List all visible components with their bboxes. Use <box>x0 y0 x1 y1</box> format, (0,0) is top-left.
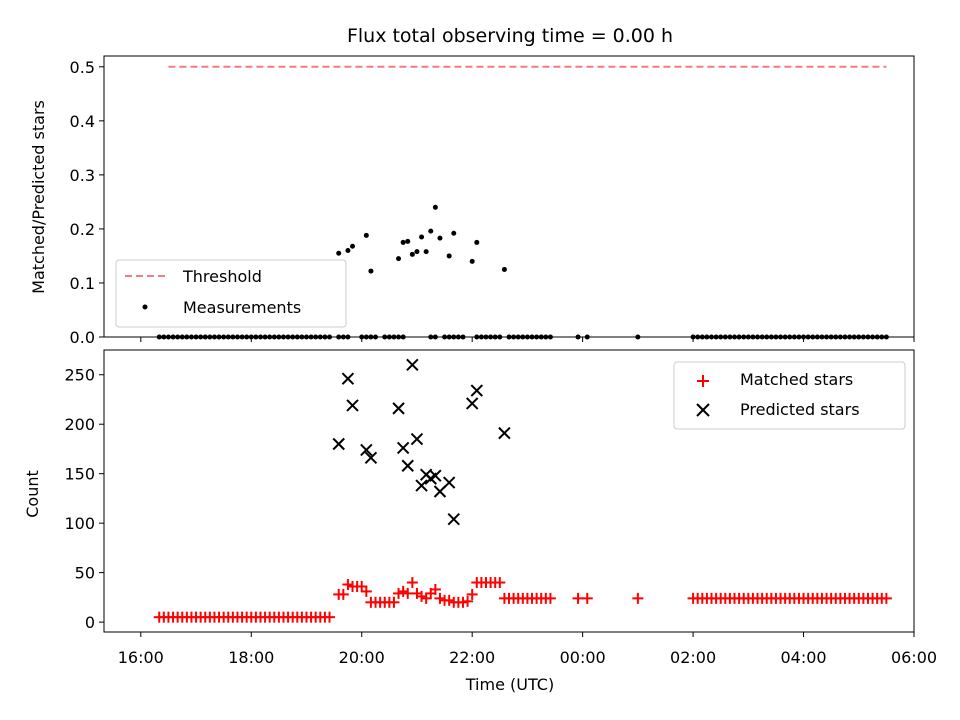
predicted-star-point <box>364 451 378 465</box>
x-tick-label: 06:00 <box>891 648 937 667</box>
top-legend: Threshold Measurements <box>115 259 347 328</box>
x-tick-label: 22:00 <box>449 648 495 667</box>
measurement-point <box>396 256 402 262</box>
matched-star-point <box>632 592 644 604</box>
measurement-point <box>428 228 434 234</box>
bottom-ytick-label: 0 <box>85 613 95 632</box>
legend-matched-label: Matched stars <box>740 370 853 389</box>
legend-predicted-label: Predicted stars <box>740 400 860 419</box>
legend-matched-marker <box>697 375 709 387</box>
predicted-star-point <box>346 399 359 412</box>
matched-star-point <box>402 587 414 599</box>
matched-star-point <box>466 588 478 600</box>
measurement-point <box>501 266 507 272</box>
bottom-legend: Matched stars Predicted stars <box>673 361 906 430</box>
matched-star-point <box>360 585 372 597</box>
x-tick-label: 18:00 <box>228 648 274 667</box>
chart-title: Flux total observing time = 0.00 h <box>347 25 673 47</box>
measurement-point <box>368 268 374 274</box>
matched-star-point <box>337 588 349 600</box>
top-y-axis-label: Matched/Predicted stars <box>29 100 48 294</box>
bottom-plot-frame <box>103 349 915 633</box>
measurement-point <box>451 230 457 236</box>
predicted-star-point <box>442 476 456 489</box>
predicted-star-point <box>498 426 511 440</box>
matched-star-point <box>324 611 336 623</box>
legend-measurements-marker <box>142 304 148 310</box>
predicted-star-point <box>392 402 405 415</box>
bottom-ytick-label: 100 <box>64 514 95 533</box>
measurement-point <box>409 251 415 257</box>
x-axis-label: Time (UTC) <box>465 675 554 694</box>
measurement-point <box>474 239 480 245</box>
predicted-star-point <box>401 459 414 472</box>
matched-star-point <box>572 592 584 604</box>
top-plot-frame <box>103 55 915 338</box>
predicted-star-point <box>360 443 373 457</box>
x-tick-label: 04:00 <box>780 648 826 667</box>
top-panel: 0.0 0.1 0.2 0.3 0.4 0.5 Matched/Predicted sta… <box>29 55 915 347</box>
measurement-point <box>419 234 425 240</box>
bottom-panel: 0 50 100 150 200 250 16:00 18:00 20:00 22:00 00:0… <box>23 349 937 694</box>
predicted-star-point <box>470 384 483 397</box>
predicted-star-point <box>429 469 442 482</box>
predicted-star-point <box>415 479 428 492</box>
predicted-star-point <box>396 441 410 455</box>
bottom-ytick-label: 200 <box>64 415 95 434</box>
x-tick-label: 20:00 <box>339 648 385 667</box>
predicted-star-point <box>406 358 419 372</box>
measurement-point <box>363 232 369 238</box>
matched-star-point <box>462 595 474 607</box>
top-ytick-label: 0.1 <box>70 274 95 293</box>
measurement-point <box>432 204 438 210</box>
x-tick-label: 16:00 <box>118 648 164 667</box>
matched-star-point <box>581 592 593 604</box>
x-tick-label: 02:00 <box>670 648 716 667</box>
bottom-ytick-label: 150 <box>64 465 95 484</box>
top-ytick-label: 0.0 <box>70 328 95 347</box>
top-ytick-label: 0.4 <box>70 112 95 131</box>
top-ytick-label: 0.3 <box>70 166 95 185</box>
measurement-point <box>446 253 452 259</box>
matched-star-point <box>406 577 418 589</box>
measurement-point <box>437 235 443 241</box>
predicted-star-point <box>410 432 424 446</box>
matched-star-point <box>388 596 400 608</box>
bottom-ytick-label: 50 <box>75 564 95 583</box>
top-ytick-label: 0.2 <box>70 220 95 239</box>
predicted-star-point <box>465 397 479 410</box>
measurement-point <box>405 238 411 244</box>
measurement-point <box>414 249 420 255</box>
measurement-point <box>345 248 351 254</box>
matched-star-point <box>494 577 506 589</box>
legend-measurements-label: Measurements <box>183 298 301 317</box>
measurement-point <box>469 258 475 264</box>
measurement-point <box>400 239 406 245</box>
matched-star-point <box>544 592 556 604</box>
predicted-star-point <box>332 437 345 451</box>
legend-predicted-marker <box>696 403 710 417</box>
predicted-star-point <box>341 372 355 385</box>
measurement-point <box>350 243 356 249</box>
bottom-y-axis-label: Count <box>23 470 42 518</box>
measurement-point <box>336 250 342 256</box>
legend-threshold-label: Threshold <box>182 267 262 286</box>
measurement-point <box>423 249 429 255</box>
predicted-star-point <box>447 512 460 526</box>
matched-star-point <box>429 583 441 595</box>
top-ytick-label: 0.5 <box>70 58 95 77</box>
matched-star-point <box>880 592 892 604</box>
x-tick-label: 00:00 <box>560 648 606 667</box>
bottom-ytick-label: 250 <box>64 366 95 385</box>
